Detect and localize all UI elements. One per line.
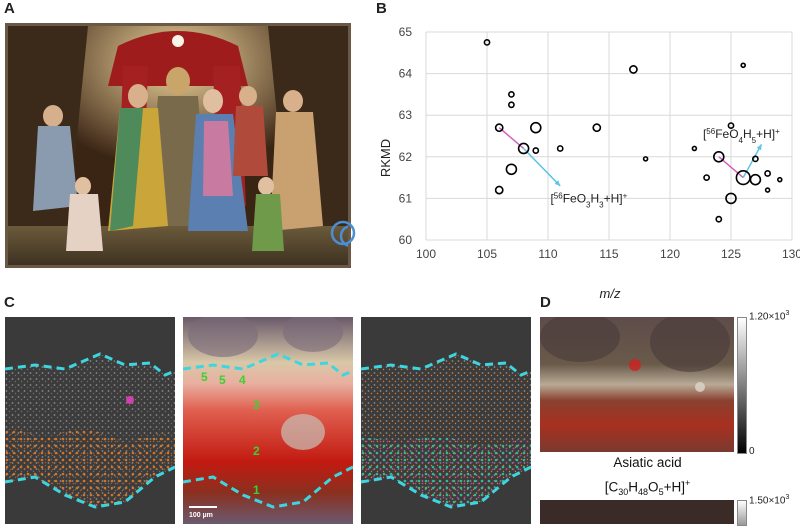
- x-tick-label: 110: [538, 247, 557, 261]
- x-tick-label: 120: [660, 247, 680, 261]
- data-point: [494, 185, 504, 195]
- data-point: [751, 155, 759, 163]
- ms-image-right: [361, 317, 531, 524]
- arrowhead: [554, 180, 561, 186]
- data-point: [691, 145, 698, 152]
- colorbar-2: [737, 500, 747, 526]
- scale-bar-label: 100 µm: [189, 512, 213, 519]
- data-point: [507, 91, 515, 98]
- data-point: [532, 147, 540, 154]
- x-tick-label: 100: [416, 247, 436, 261]
- ion-annotation-label: [56FeO4H5+H]+: [703, 127, 780, 145]
- compound-name: Asiatic acid: [613, 455, 682, 470]
- y-tick-label: 62: [399, 150, 413, 164]
- chart-points: [483, 38, 783, 223]
- panel-a-letter: A: [4, 0, 15, 17]
- x-tick-label: 105: [477, 247, 497, 261]
- data-point: [703, 174, 710, 181]
- layer-label-2: 2: [253, 444, 260, 458]
- data-point: [776, 176, 783, 183]
- asiatic-acid-image: [540, 317, 734, 452]
- compound-formula: [C30H48O5+H]+: [604, 478, 691, 498]
- layer-label-1: 1: [253, 483, 260, 497]
- fragment-arrow-blue: [742, 143, 763, 178]
- x-tick-label: 125: [721, 247, 741, 261]
- painting-image: [5, 23, 351, 268]
- rkmd-scatter-chart: 100 105 110 115 120 125 130 60 61 62 63 64 65 [56FeO…: [380, 25, 800, 301]
- layer-label-5b: 5: [219, 373, 226, 387]
- data-point: [628, 65, 638, 74]
- data-point: [517, 142, 530, 155]
- panel-d-letter: D: [540, 294, 551, 311]
- data-point: [764, 170, 771, 177]
- fragment-arrow-blue: [523, 147, 561, 187]
- x-tick-label: 115: [599, 247, 618, 261]
- arrowhead: [756, 144, 762, 151]
- data-point: [556, 145, 564, 152]
- layer-label-3: 3: [253, 398, 260, 412]
- optical-image-middle: 5 5 4 3 2 1 100 µm: [183, 317, 353, 524]
- second-ms-image: [540, 500, 734, 524]
- y-tick-label: 64: [399, 67, 413, 81]
- chart-grid: [425, 31, 793, 241]
- layer-label-4: 4: [239, 373, 246, 387]
- panel-b-letter: B: [376, 0, 387, 17]
- ion-annotation-label: [56FeO3H3+H]+: [550, 191, 627, 209]
- data-point: [740, 62, 747, 69]
- chart-annotations: [56FeO3H3+H]+ [56FeO4H5+H]+: [498, 127, 780, 209]
- x-axis-label: m/z: [600, 286, 621, 301]
- y-tick-label: 60: [399, 233, 413, 247]
- panel-c-letter: C: [4, 294, 15, 311]
- colorbar-1-min: 0: [749, 446, 755, 457]
- data-point: [505, 163, 518, 176]
- data-point: [712, 151, 725, 163]
- data-point: [727, 122, 735, 129]
- y-axis-label: RKMD: [380, 139, 393, 177]
- data-point: [483, 38, 491, 46]
- colorbar-1: [737, 317, 747, 454]
- x-tick-label: 130: [782, 247, 800, 261]
- data-point: [494, 123, 504, 133]
- colorbar-1-max: 1.20×103: [749, 310, 790, 323]
- data-point: [715, 215, 723, 223]
- data-point: [592, 123, 602, 133]
- data-point: [764, 187, 771, 193]
- chart-ticks: 100 105 110 115 120 125 130 60 61 62 63 64 65: [399, 25, 800, 261]
- data-point: [507, 101, 515, 109]
- data-point: [725, 192, 737, 205]
- ms-image-left: [5, 317, 175, 524]
- y-tick-label: 65: [399, 25, 413, 39]
- data-point: [642, 156, 649, 162]
- y-tick-label: 61: [399, 191, 413, 205]
- layer-label-5a: 5: [201, 370, 208, 384]
- data-point: [749, 173, 762, 186]
- colorbar-2-max: 1.50×103: [749, 494, 790, 507]
- data-point: [530, 121, 542, 134]
- y-tick-label: 63: [399, 108, 413, 122]
